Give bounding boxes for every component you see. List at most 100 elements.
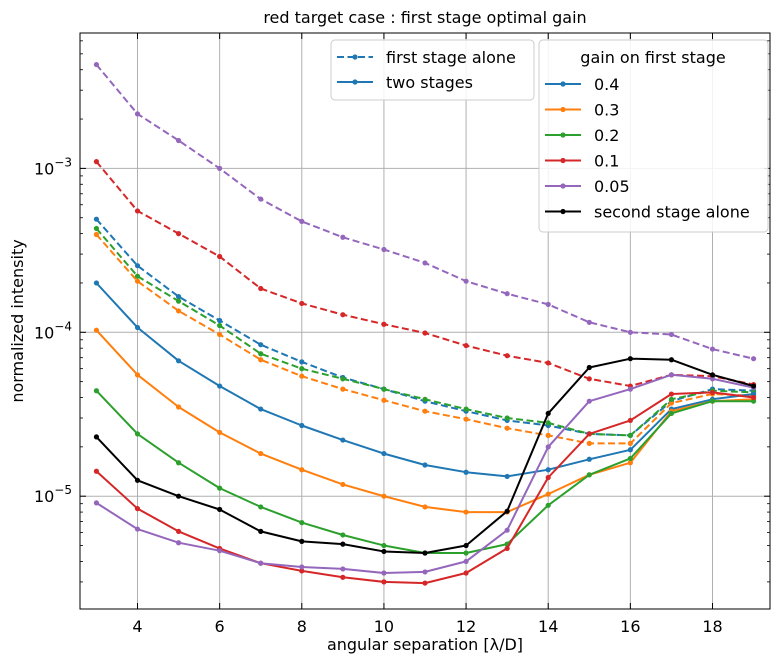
data-point [134,111,141,117]
data-point [586,398,592,404]
legend-title: gain on first stage [580,48,725,67]
data-point [340,376,346,382]
data-point [586,376,592,382]
data-point [258,528,264,534]
axes: 4 6 8 10 12 14 16 18 10−5 10−4 10−3 [34,33,770,636]
data-point [545,474,551,481]
data-point [299,564,305,570]
data-point [545,502,551,508]
data-point [217,253,223,260]
data-point [93,216,100,222]
data-point [134,208,141,214]
data-point [258,560,264,566]
data-point [627,329,633,335]
legend-marker [560,106,566,113]
data-point [545,410,551,417]
series-line [95,329,754,514]
data-point [175,528,182,534]
data-point [586,472,592,478]
x-tick-label: 6 [215,617,225,636]
data-point [93,468,100,474]
legend-label: two stages [386,73,473,92]
x-tick-label: 18 [702,617,722,636]
data-point [217,548,223,554]
plot-frame [79,32,771,610]
data-point [93,61,100,68]
chart-title: red target case : first stage optimal ga… [263,8,586,27]
data-point [422,462,428,468]
data-point [381,450,387,457]
legend-label: second stage alone [594,203,750,222]
data-point [258,351,264,357]
data-point [340,386,346,392]
data-point [299,467,305,473]
data-point [627,356,633,362]
data-point [627,455,633,462]
data-point [175,231,182,237]
data-point [627,386,633,392]
data-point [504,425,510,431]
data-point [217,317,223,324]
data-point [545,444,551,450]
data-point [545,491,551,497]
data-point [463,406,469,412]
data-point [545,467,551,473]
data-point [504,545,510,552]
data-point [545,432,551,438]
legend-label: 0.1 [594,152,619,171]
data-point [134,263,141,269]
data-point [381,386,387,392]
data-point [175,358,182,364]
data-point [381,493,387,499]
data-point [299,538,305,544]
data-point [175,460,182,466]
data-point [422,408,428,414]
data-point [463,416,469,422]
legend-label: first stage alone [386,48,516,67]
data-point [750,398,757,404]
y-tick-label: 10−5 [34,483,72,506]
data-point [463,558,469,565]
data-point [93,231,100,238]
data-point [381,570,387,576]
data-point [668,372,675,378]
data-point [93,159,100,165]
legend-marker [352,54,358,60]
legend-marker [560,132,566,138]
data-point [175,308,182,314]
data-series [93,61,757,586]
x-tick-label: 10 [374,617,394,636]
data-point [504,291,510,297]
data-point [381,397,387,403]
data-point [134,278,141,284]
data-point [258,504,264,510]
data-point [668,410,675,417]
data-point [258,406,264,412]
data-point [217,485,223,491]
data-point [340,574,346,580]
data-point [134,324,141,331]
data-point [258,342,264,348]
data-point [709,398,716,404]
legend-marker [352,79,358,85]
data-point [217,322,223,329]
legend-marker [560,208,566,215]
legend-label: 0.4 [594,75,619,94]
x-tick-label: 14 [538,617,558,636]
legend-gain: gain on first stage 0.4 0.3 0.2 0.1 0.05 secon… [538,39,769,233]
data-point [668,400,675,406]
data-point [668,331,675,338]
data-point [175,540,182,546]
data-point [93,225,100,232]
data-point [504,527,510,533]
series-line [95,357,754,554]
data-point [545,360,551,366]
data-point [422,260,428,266]
data-point [299,373,305,379]
data-point [586,456,592,462]
data-point [340,312,346,318]
data-point [627,432,633,438]
data-point [381,321,387,327]
data-point [381,246,387,253]
